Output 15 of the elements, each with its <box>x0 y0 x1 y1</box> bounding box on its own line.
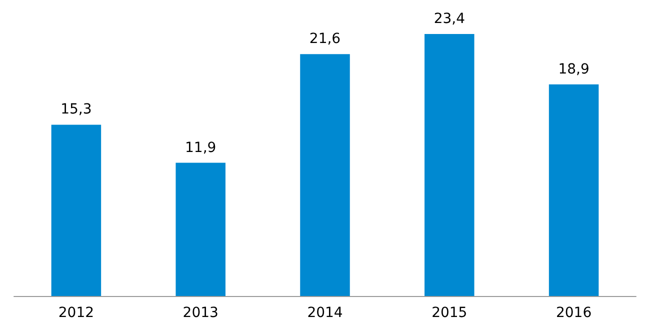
x-tick-label: 2013 <box>182 305 218 321</box>
x-tick-label: 2014 <box>307 305 343 321</box>
bar <box>300 54 350 296</box>
data-label: 15,3 <box>60 102 92 118</box>
data-label: 11,9 <box>185 140 216 156</box>
bar <box>176 162 226 296</box>
bar <box>424 34 474 296</box>
bar <box>51 124 102 296</box>
x-tick-label: 2012 <box>58 305 94 321</box>
data-label: 23,4 <box>434 11 466 27</box>
data-label: 18,9 <box>558 61 590 78</box>
bar <box>548 84 599 296</box>
data-label: 21,6 <box>309 31 341 48</box>
x-tick-label: 2015 <box>432 305 468 321</box>
x-tick-label: 2016 <box>556 305 592 321</box>
